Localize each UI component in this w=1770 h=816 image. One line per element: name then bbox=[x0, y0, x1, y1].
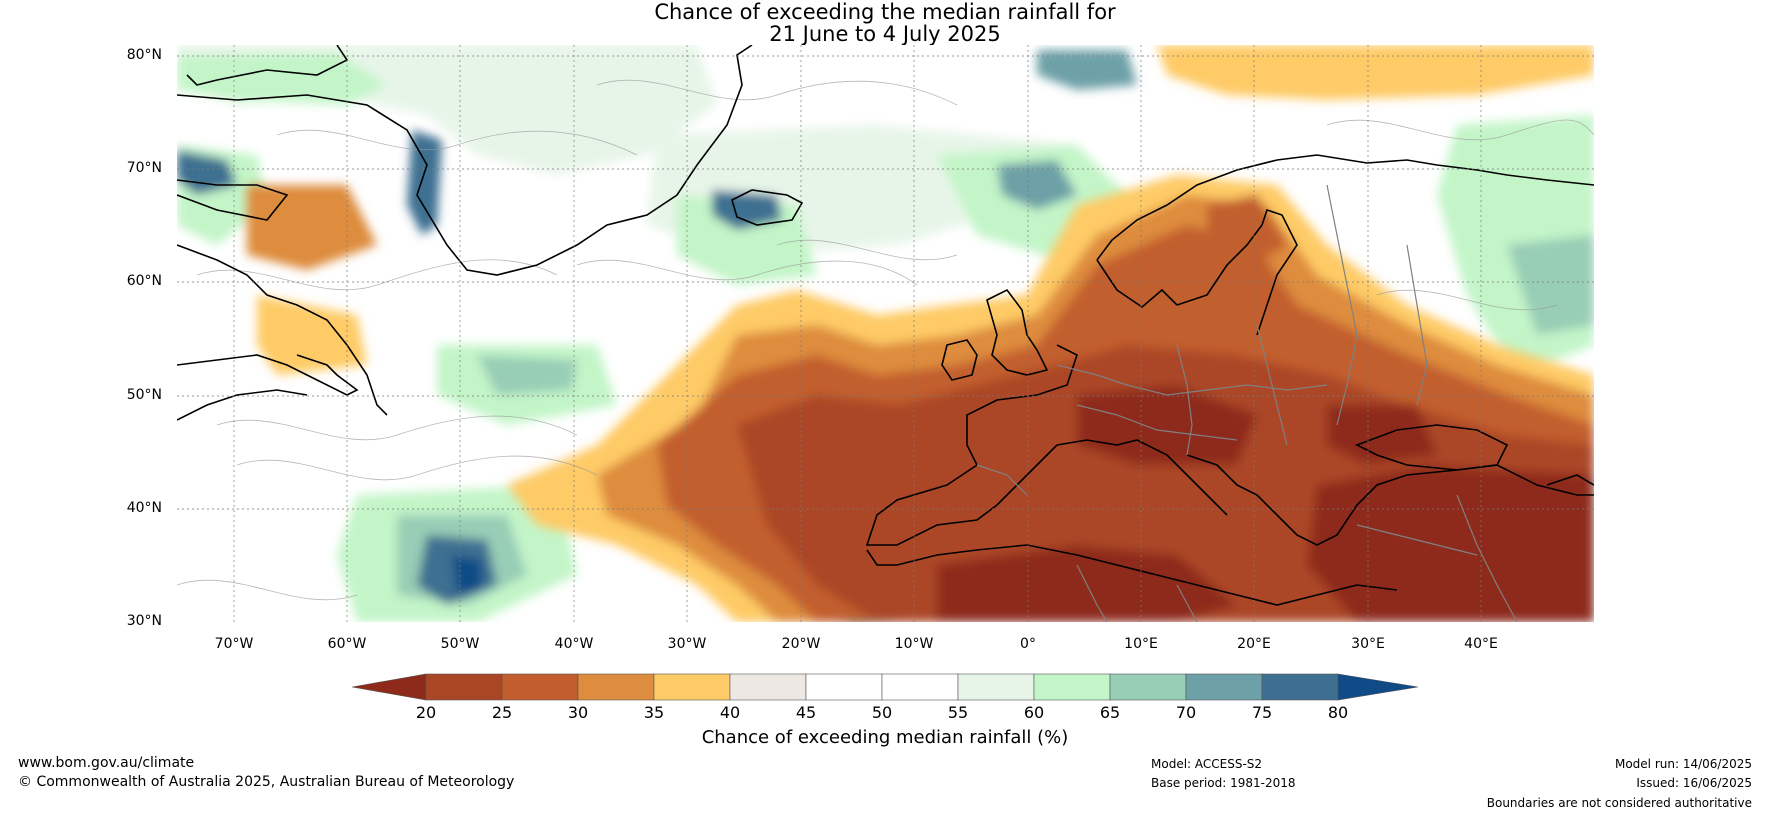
coast-ireland bbox=[941, 339, 978, 381]
coast-baffin bbox=[177, 179, 289, 221]
colorbar-tick-35: 35 bbox=[643, 703, 665, 722]
coast-mediterranean-north bbox=[1056, 439, 1594, 546]
colorbar-label: Chance of exceeding median rainfall (%) bbox=[701, 727, 1069, 748]
coast-us-east bbox=[177, 389, 308, 421]
coast-labrador bbox=[177, 244, 388, 416]
map-title-line2: 21 June to 4 July 2025 bbox=[769, 22, 1001, 46]
colorbar-bin-35-40 bbox=[653, 673, 731, 701]
coast-uk bbox=[986, 288, 1049, 376]
footer-copyright: © Commonwealth of Australia 2025, Austra… bbox=[18, 774, 515, 790]
lat-label-80n: 80°N bbox=[126, 47, 162, 63]
wet-region-arctic-east bbox=[1037, 50, 1137, 90]
wet-region-baffin-east bbox=[407, 130, 442, 235]
colorbar-tick-65: 65 bbox=[1099, 703, 1121, 722]
lon-label-40w: 40°W bbox=[554, 636, 594, 652]
wet-region-norwegian-core bbox=[997, 160, 1077, 210]
colorbar-extend-high bbox=[1337, 673, 1418, 701]
dry-region-med-east bbox=[1307, 465, 1594, 622]
colorbar-bin-30-35 bbox=[577, 673, 655, 701]
colorbar-extend-low bbox=[352, 673, 427, 701]
lon-label-30e: 30°E bbox=[1351, 636, 1385, 652]
coast-north-africa bbox=[866, 544, 1398, 606]
colorbar-bin-70-75 bbox=[1185, 673, 1263, 701]
coast-black-sea bbox=[1355, 424, 1509, 471]
map-title-line1: Chance of exceeding the median rainfall … bbox=[654, 0, 1116, 24]
dry-region-north-africa bbox=[937, 545, 1237, 622]
lat-label-50n: 50°N bbox=[126, 387, 162, 403]
lon-label-30w: 30°W bbox=[667, 636, 707, 652]
wet-region-mid-atlantic-core bbox=[477, 355, 577, 395]
lon-label-40e: 40°E bbox=[1464, 636, 1498, 652]
lon-label-60w: 60°W bbox=[327, 636, 367, 652]
colorbar-bin-25-30 bbox=[501, 673, 579, 701]
lon-label-10e: 10°E bbox=[1124, 636, 1158, 652]
colorbar-tick-20: 20 bbox=[415, 703, 437, 722]
lon-label-50w: 50°W bbox=[440, 636, 480, 652]
lon-label-20e: 20°E bbox=[1237, 636, 1271, 652]
country-borders bbox=[976, 184, 1518, 622]
colorbar bbox=[352, 673, 1418, 701]
coast-iceland bbox=[731, 189, 804, 226]
contour-lines bbox=[177, 79, 1594, 601]
wet-region-atlantic-core bbox=[677, 195, 817, 285]
lat-label-40n: 40°N bbox=[126, 500, 162, 516]
wet-region-labrador-core bbox=[177, 150, 237, 195]
colorbar-tick-25: 25 bbox=[491, 703, 513, 722]
lat-label-60n: 60°N bbox=[126, 273, 162, 289]
colorbar-bin-50-55 bbox=[881, 673, 959, 701]
lat-label-70n: 70°N bbox=[126, 160, 162, 176]
footer-model-run: Model run: 14/06/2025 bbox=[1614, 757, 1752, 771]
wet-region-iceland bbox=[712, 190, 782, 230]
colorbar-tick-70: 70 bbox=[1175, 703, 1197, 722]
coast-sweden-baltic bbox=[1176, 208, 1298, 336]
colorbar-bin-60-65 bbox=[1033, 673, 1111, 701]
map-canvas bbox=[177, 45, 1594, 622]
colorbar-tick-40: 40 bbox=[719, 703, 741, 722]
footer-model: Model: ACCESS-S2 bbox=[1151, 757, 1263, 771]
colorbar-tick-80: 80 bbox=[1327, 703, 1349, 722]
graticule bbox=[177, 45, 1594, 622]
colorbar-tick-60: 60 bbox=[1023, 703, 1045, 722]
dry-region-central-europe bbox=[1077, 385, 1257, 465]
colorbar-bin-55-60 bbox=[957, 673, 1035, 701]
coast-norway-south bbox=[1096, 259, 1178, 309]
dry-region-labrador-sea bbox=[257, 295, 367, 375]
footer-website-link[interactable]: www.bom.gov.au/climate bbox=[18, 755, 195, 771]
wet-region-azores-core bbox=[452, 555, 482, 595]
coast-france-iberia bbox=[865, 344, 1078, 546]
lon-label-0: 0° bbox=[1020, 636, 1036, 652]
dry-region-ne-arctic bbox=[1157, 45, 1594, 100]
colorbar-bin-20-25 bbox=[425, 673, 503, 701]
rainfall-probability-map bbox=[177, 45, 1594, 622]
colorbar-bin-75-80 bbox=[1261, 673, 1339, 701]
lat-label-30n: 30°N bbox=[126, 613, 162, 629]
colorbar-bin-45-50 bbox=[805, 673, 883, 701]
lon-label-70w: 70°W bbox=[214, 636, 254, 652]
lon-label-10w: 10°W bbox=[894, 636, 934, 652]
coast-canada-east bbox=[177, 354, 359, 396]
colorbar-tick-30: 30 bbox=[567, 703, 589, 722]
dry-region-scandinavia bbox=[1207, 195, 1287, 275]
footer-base-period: Base period: 1981-2018 bbox=[1151, 776, 1296, 790]
lon-label-20w: 20°W bbox=[781, 636, 821, 652]
dry-anomaly-field bbox=[247, 45, 1594, 622]
coast-caspian bbox=[1546, 474, 1594, 486]
colorbar-bin-40-45 bbox=[729, 673, 807, 701]
colorbar-tick-45: 45 bbox=[795, 703, 817, 722]
colorbar-tick-50: 50 bbox=[871, 703, 893, 722]
colorbar-tick-75: 75 bbox=[1251, 703, 1273, 722]
dry-region-hudson bbox=[247, 185, 377, 270]
colorbar-bin-65-70 bbox=[1109, 673, 1187, 701]
colorbar-tick-55: 55 bbox=[947, 703, 969, 722]
footer-disclaimer: Boundaries are not considered authoritat… bbox=[1486, 796, 1752, 810]
footer-issued: Issued: 16/06/2025 bbox=[1636, 776, 1752, 790]
coast-scandinavia bbox=[1096, 154, 1594, 261]
